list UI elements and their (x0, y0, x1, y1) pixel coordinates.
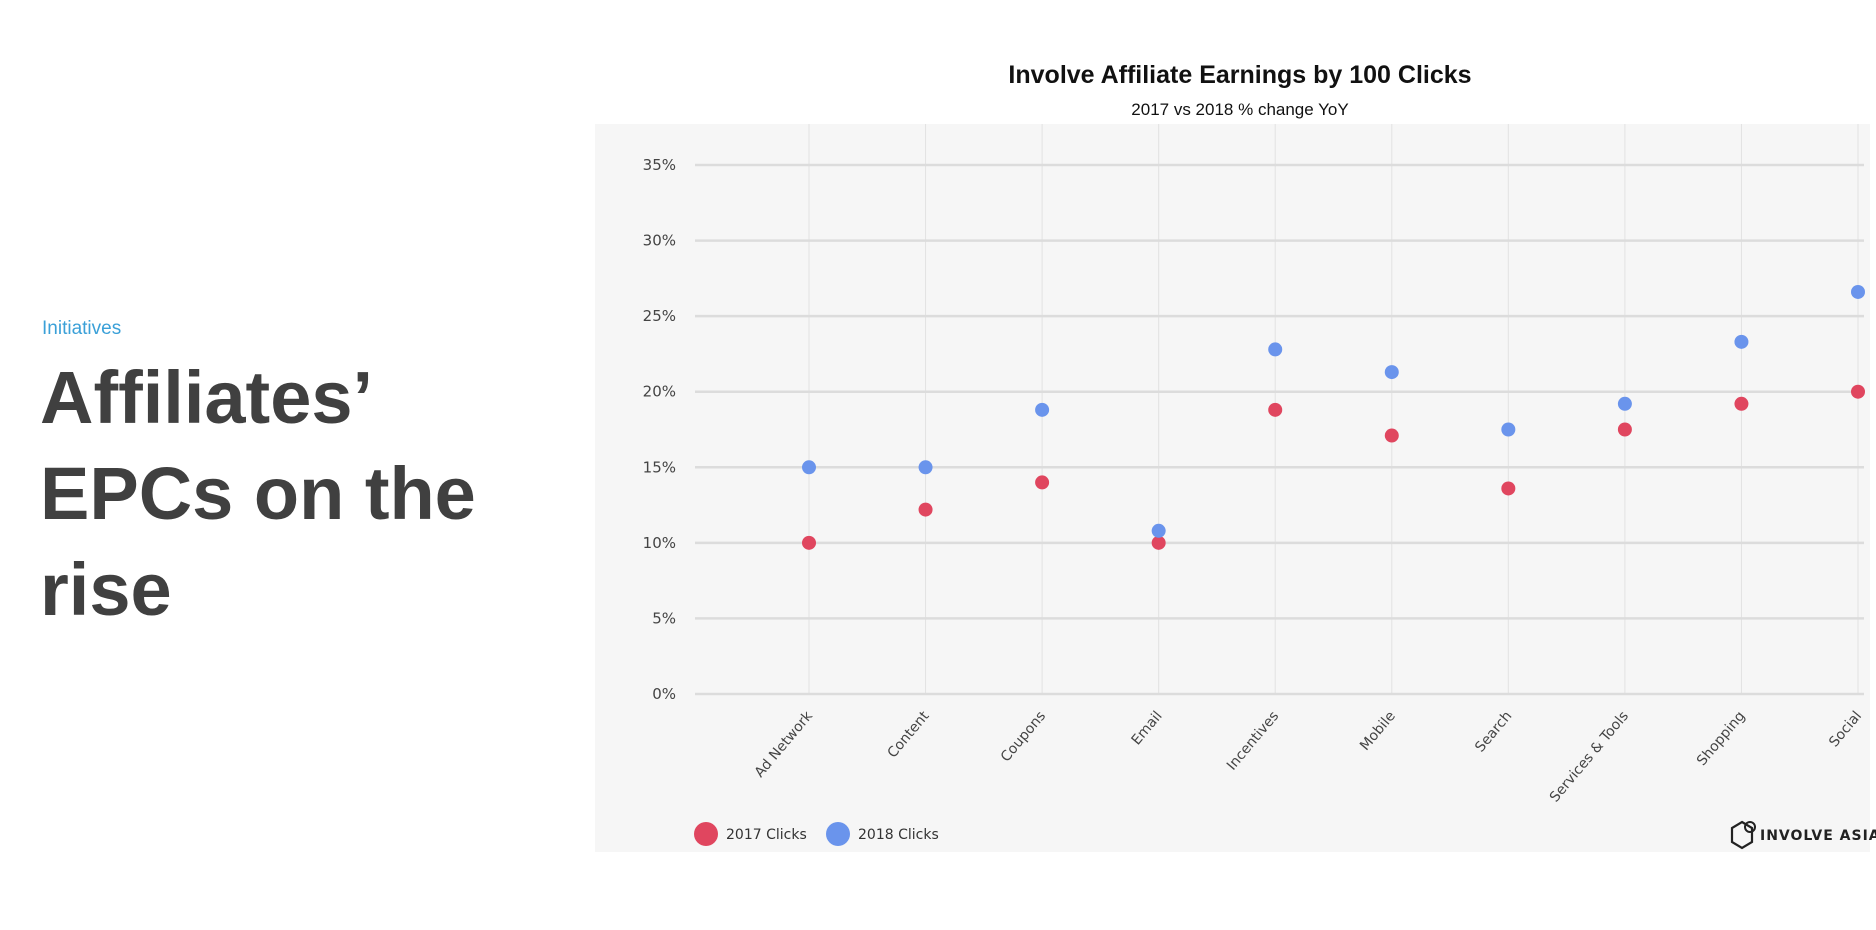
data-point-2018-clicks (1734, 334, 1749, 349)
data-point-2018-clicks (1268, 342, 1283, 357)
y-tick-label: 15% (643, 458, 676, 476)
data-point-2018-clicks (918, 460, 933, 475)
chart-title: Involve Affiliate Earnings by 100 Clicks (1008, 61, 1471, 89)
data-point-2017-clicks (1617, 422, 1632, 437)
data-point-2018-clicks (1151, 523, 1166, 538)
legend-marker (694, 822, 718, 846)
y-tick-label: 0% (652, 685, 676, 703)
data-point-2018-clicks (802, 460, 816, 475)
y-tick-label: 20% (643, 383, 676, 401)
data-point-2017-clicks (1035, 475, 1050, 490)
data-point-2017-clicks (1734, 396, 1749, 411)
data-point-2018-clicks (1851, 284, 1865, 299)
legend-marker (826, 822, 850, 846)
data-point-2018-clicks (1617, 396, 1632, 411)
y-tick-label: 5% (652, 609, 676, 627)
data-point-2017-clicks (1501, 481, 1516, 496)
y-tick-label: 30% (643, 232, 676, 250)
involve-asia-logo: INVOLVE ASIA (1730, 820, 1876, 850)
data-point-2018-clicks (1035, 402, 1050, 417)
data-point-2018-clicks (1501, 422, 1516, 437)
y-tick-label: 10% (643, 534, 676, 552)
logo-circle-icon (1744, 821, 1756, 833)
y-tick-label: 25% (643, 307, 676, 325)
data-point-2017-clicks (802, 535, 816, 550)
chart-background (595, 124, 1870, 852)
chart-subtitle: 2017 vs 2018 % change YoY (1131, 100, 1348, 119)
data-point-2017-clicks (1851, 384, 1865, 399)
data-point-2017-clicks (1268, 402, 1283, 417)
logo-hexagon-icon (1730, 820, 1754, 850)
legend-label: 2017 Clicks (726, 827, 807, 843)
data-point-2017-clicks (1384, 428, 1399, 443)
y-tick-label: 35% (643, 156, 676, 174)
logo-text: INVOLVE ASIA (1760, 828, 1876, 844)
data-point-2017-clicks (1151, 535, 1166, 550)
legend-label: 2018 Clicks (858, 827, 939, 843)
data-point-2017-clicks (918, 502, 933, 517)
data-point-2018-clicks (1384, 365, 1399, 380)
section-label: Initiatives (42, 318, 122, 339)
slide-headline: Affiliates’ EPCs on the rise (40, 356, 476, 631)
